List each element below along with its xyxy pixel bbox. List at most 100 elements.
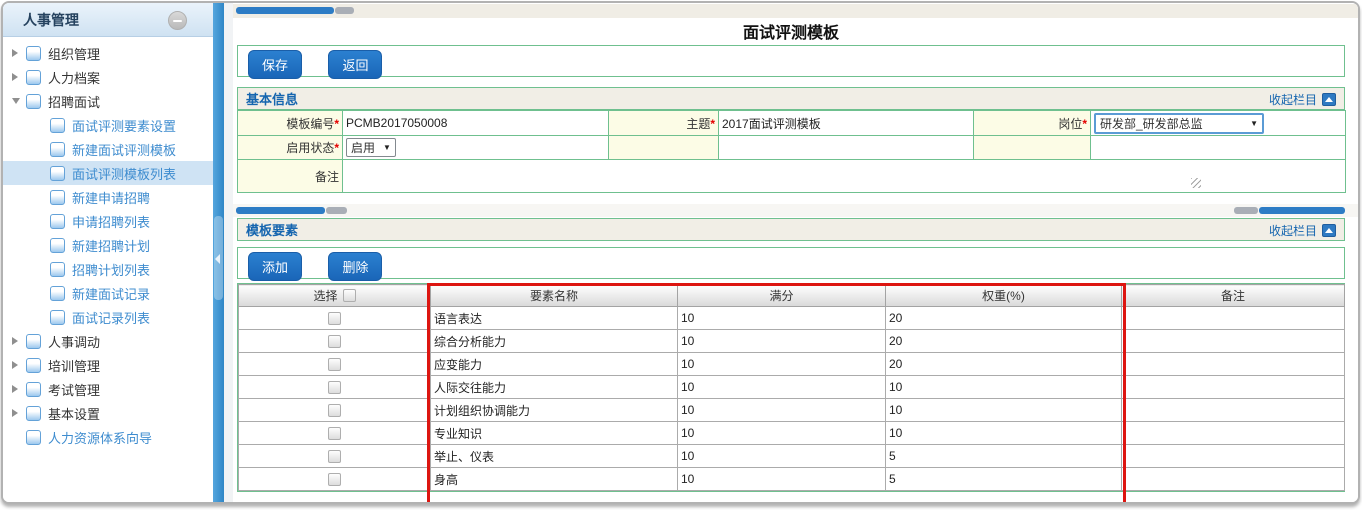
sidebar-item-人力档案[interactable]: 人力档案 [3, 65, 213, 89]
sidebar-item-培训管理[interactable]: 培训管理 [3, 353, 213, 377]
page-icon [26, 357, 41, 373]
row-checkbox[interactable] [328, 335, 341, 349]
remark-label: 备注 [237, 159, 343, 193]
page-icon [26, 429, 41, 445]
template-no-field[interactable]: PCMB2017050008 [346, 116, 448, 130]
position-select[interactable]: 研发部_研发部总监 ▼ [1094, 112, 1264, 134]
table-row: 计划组织协调能力 10 10 [238, 398, 1345, 422]
col-weight: 权重(%) [885, 284, 1122, 307]
row-checkbox[interactable] [328, 450, 341, 464]
sidebar-item-面试评测要素设置[interactable]: 面试评测要素设置 [3, 113, 213, 137]
table-row: 综合分析能力 10 20 [238, 329, 1345, 353]
h-scrollbar-thumb[interactable] [1259, 207, 1345, 214]
elements-header: 模板要素 收起栏目 [237, 218, 1345, 241]
save-button[interactable]: 保存 [248, 50, 303, 79]
h-scrollbar-thumb-secondary[interactable] [326, 207, 347, 214]
tree-arrow-icon[interactable] [12, 337, 26, 345]
tree-arrow-icon[interactable] [12, 361, 26, 369]
h-scrollbar-thumb[interactable] [236, 207, 325, 214]
template-no-label: 模板编号* [237, 110, 343, 136]
sidebar-item-申请招聘列表[interactable]: 申请招聘列表 [3, 209, 213, 233]
sidebar-item-新建面试记录[interactable]: 新建面试记录 [3, 281, 213, 305]
row-checkbox[interactable] [328, 404, 341, 418]
basic-info-form: 模板编号* PCMB2017050008 主题* 2017面试评测模板 岗位* … [237, 110, 1346, 193]
nav-tree: 组织管理 人力档案 招聘面试 面试评测要素设置 新建面试评测模板 面试评测模板列… [3, 41, 213, 449]
sidebar-item-人事调动[interactable]: 人事调动 [3, 329, 213, 353]
table-row: 语言表达 10 20 [238, 306, 1345, 330]
table-row: 专业知识 10 10 [238, 421, 1345, 445]
back-button[interactable]: 返回 [328, 50, 383, 79]
collapse-left-icon[interactable] [215, 254, 220, 264]
page-icon [50, 237, 65, 253]
collapse-section-button[interactable]: 收起栏目 [1269, 91, 1336, 108]
sidebar-item-考试管理[interactable]: 考试管理 [3, 377, 213, 401]
sidebar-item-组织管理[interactable]: 组织管理 [3, 41, 213, 65]
page-icon [26, 381, 41, 397]
sidebar-item-招聘计划列表[interactable]: 招聘计划列表 [3, 257, 213, 281]
tree-arrow-icon[interactable] [12, 49, 26, 57]
page-icon [26, 333, 41, 349]
toolbar-basic: 保存 返回 [237, 45, 1345, 79]
elements-grid: 选择 要素名称 满分 权重(%) 备注 语言表达 10 20 综合分析能力 10… [237, 283, 1345, 492]
subject-field[interactable]: 2017面试评测模板 [722, 116, 821, 131]
row-checkbox[interactable] [328, 381, 341, 395]
sidebar-item-招聘面试[interactable]: 招聘面试 [3, 89, 213, 113]
remark-textarea[interactable] [342, 159, 1346, 193]
page-icon [50, 261, 65, 277]
sidebar-item-新建面试评测模板[interactable]: 新建面试评测模板 [3, 137, 213, 161]
required-asterisk: * [1082, 116, 1087, 131]
table-row: 人际交往能力 10 10 [238, 375, 1345, 399]
page-icon [50, 189, 65, 205]
sidebar-item-人力资源体系向导[interactable]: 人力资源体系向导 [3, 425, 213, 449]
select-all-checkbox[interactable] [342, 289, 356, 303]
empty-label-cell [608, 135, 719, 160]
h-scrollbar-thumb-secondary[interactable] [335, 7, 354, 14]
status-select[interactable]: 启用 ▼ [346, 138, 396, 157]
sidebar-splitter[interactable] [213, 3, 224, 502]
tree-arrow-icon[interactable] [12, 385, 26, 393]
row-checkbox[interactable] [328, 358, 341, 372]
grid-header-row: 选择 要素名称 满分 权重(%) 备注 [238, 284, 1345, 307]
page-icon [50, 165, 65, 181]
delete-button[interactable]: 删除 [328, 252, 383, 281]
page-icon [50, 285, 65, 301]
table-row: 应变能力 10 20 [238, 352, 1345, 376]
grid-scrollbar-track [233, 204, 1358, 217]
h-scrollbar-thumb-secondary[interactable] [1234, 207, 1258, 214]
top-scrollbar-track [233, 4, 1358, 18]
chevron-down-icon: ▼ [1250, 118, 1258, 128]
sidebar-title: 人事管理 [23, 11, 79, 28]
empty-value-cell [718, 135, 974, 160]
arrow-up-square-icon[interactable] [1322, 224, 1336, 237]
minus-circle-icon[interactable] [168, 11, 187, 30]
sidebar-item-新建申请招聘[interactable]: 新建申请招聘 [3, 185, 213, 209]
splitter-handle[interactable] [214, 216, 223, 300]
required-asterisk: * [334, 116, 339, 131]
empty-label-cell [973, 135, 1091, 160]
collapse-section-button[interactable]: 收起栏目 [1269, 222, 1336, 239]
page-icon [26, 405, 41, 421]
page-icon [50, 309, 65, 325]
arrow-up-square-icon[interactable] [1322, 93, 1336, 106]
tree-arrow-icon[interactable] [12, 98, 26, 104]
tree-arrow-icon[interactable] [12, 73, 26, 81]
row-checkbox[interactable] [328, 312, 341, 326]
page-icon [26, 93, 41, 109]
status-label: 启用状态* [237, 135, 343, 160]
tree-arrow-icon[interactable] [12, 409, 26, 417]
sidebar-item-面试评测模板列表[interactable]: 面试评测模板列表 [3, 161, 213, 185]
sidebar-item-面试记录列表[interactable]: 面试记录列表 [3, 305, 213, 329]
page-icon [50, 141, 65, 157]
table-row: 举止、仪表 10 5 [238, 444, 1345, 468]
h-scrollbar-thumb[interactable] [236, 7, 334, 14]
resize-handle-icon[interactable] [1191, 178, 1201, 188]
row-checkbox[interactable] [328, 473, 341, 487]
row-checkbox[interactable] [328, 427, 341, 441]
col-full: 满分 [677, 284, 886, 307]
sidebar-item-新建招聘计划[interactable]: 新建招聘计划 [3, 233, 213, 257]
sidebar-item-基本设置[interactable]: 基本设置 [3, 401, 213, 425]
add-button[interactable]: 添加 [248, 252, 303, 281]
required-asterisk: * [334, 141, 339, 155]
position-label: 岗位* [973, 110, 1091, 136]
